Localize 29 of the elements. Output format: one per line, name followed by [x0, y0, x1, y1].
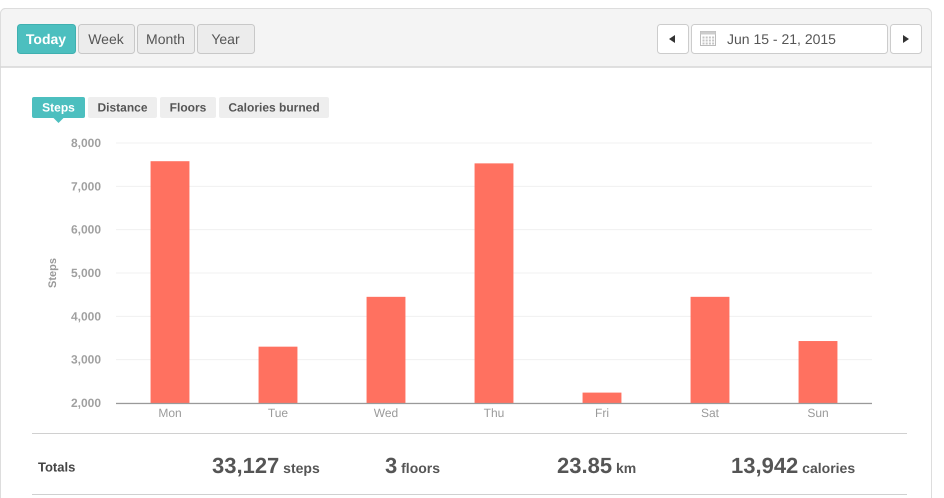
text: Totals — [38, 460, 76, 474]
button[interactable]: Year — [197, 24, 255, 54]
tab[interactable]: Distance — [88, 97, 157, 118]
text: 13,942 calories — [731, 453, 856, 478]
button[interactable]: Month — [137, 24, 195, 54]
x-tick-label: Fri — [595, 406, 609, 420]
x-tick-label: Sat — [700, 406, 720, 420]
x-tick-label: Thu — [484, 406, 504, 420]
y-tick-label: 4,000 — [70, 309, 102, 324]
y-tick-label: 3,000 — [70, 352, 102, 367]
y-tick-label: 8,000 — [70, 136, 102, 150]
y-axis-title: Steps — [47, 258, 59, 288]
button[interactable]: Week — [78, 24, 135, 54]
text: 3 floors — [385, 453, 440, 478]
x-tick-label: Sun — [807, 406, 829, 420]
tab[interactable]: Floors — [160, 97, 216, 118]
y-tick-label: 2,000 — [70, 396, 102, 410]
y-tick-label: 5,000 — [70, 266, 102, 280]
x-tick-label: Tue — [268, 406, 288, 420]
x-tick-label: Mon — [158, 406, 182, 420]
y-tick-label: 6,000 — [70, 222, 102, 237]
y-tick-label: 7,000 — [70, 179, 102, 194]
date-field[interactable]: Jun 15 - 21, 2015 — [691, 24, 888, 54]
x-tick-label: Wed — [374, 406, 398, 420]
next-button[interactable] — [890, 24, 922, 54]
text: 33,127 steps — [212, 453, 320, 478]
tab[interactable]: Calories burned — [219, 97, 329, 118]
previous-button[interactable] — [657, 24, 689, 54]
text: 23.85 km — [557, 453, 636, 478]
